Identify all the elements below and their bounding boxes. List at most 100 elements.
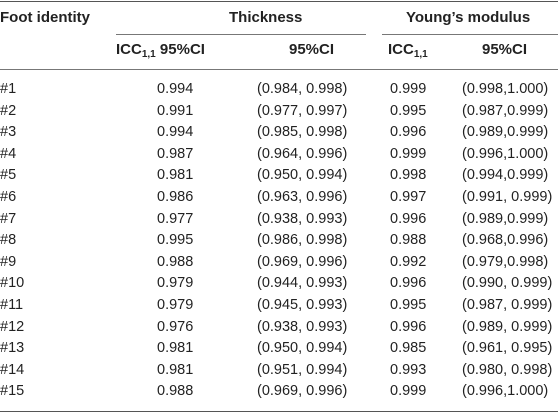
cell-thickness-ci: (0.944, 0.993) [257,275,348,292]
cell-youngs-ci: (0.987, 0.999) [462,297,553,313]
cell-thickness-ci: (0.945, 0.993) [257,297,348,313]
table-row: #1 0.994 (0.984, 0.998) 0.999 (0.998,1.000) [0,80,558,102]
table-row: #13 0.981 (0.950, 0.994) 0.985 (0.961, 0.995… [0,339,558,361]
cell-thickness-ci: (0.951, 0.994) [257,361,348,378]
cell-thickness-ci: (0.985, 0.998) [257,124,348,141]
table-row: #5 0.981 (0.950, 0.994) 0.998 (0.994,0.999) [0,166,558,188]
cell-youngs-ci: (0.996,1.000) [462,383,549,400]
cell-foot-id: #12 [0,318,25,335]
cell-thickness-icc: 0.988 [157,253,194,270]
cell-youngs-ci: (0.989, 0.999) [462,318,553,335]
cell-thickness-icc: 0.991 [157,102,194,119]
cell-youngs-icc: 0.985 [390,340,427,357]
cell-thickness-icc: 0.987 [157,145,194,162]
cell-thickness-icc: 0.976 [157,318,194,335]
cell-foot-id: #13 [0,340,25,357]
cell-thickness-icc: 0.994 [157,81,194,97]
cell-youngs-ci: (0.987,0.999) [462,102,549,119]
cell-youngs-ci: (0.989,0.999) [462,124,549,141]
cell-thickness-ci: (0.938, 0.993) [257,210,348,227]
header-foot-identity: Foot identity [0,9,90,26]
cell-thickness-icc: 0.979 [157,275,194,292]
table-row: #7 0.977 (0.938, 0.993) 0.996 (0.989,0.999) [0,210,558,232]
cell-thickness-icc: 0.994 [157,124,194,141]
cell-thickness-ci: (0.969, 0.996) [257,383,348,400]
table-row: #2 0.991 (0.977, 0.997) 0.995 (0.987,0.999) [0,102,558,124]
cell-thickness-icc: 0.995 [157,232,194,249]
table-row: #12 0.976 (0.938, 0.993) 0.996 (0.989, 0.999… [0,318,558,340]
cell-youngs-icc: 0.995 [390,102,427,119]
cell-youngs-icc: 0.996 [390,318,427,335]
header-thickness: Thickness [229,9,303,26]
youngs-group-rule [382,34,558,35]
table-row: #11 0.979 (0.945, 0.993) 0.995 (0.987, 0.999… [0,296,558,318]
cell-youngs-ci: (0.994,0.999) [462,167,549,184]
table-row: #4 0.987 (0.964, 0.996) 0.999 (0.996,1.000) [0,145,558,167]
cell-thickness-icc: 0.981 [157,340,194,357]
cell-thickness-ci: (0.963, 0.996) [257,189,348,205]
cell-foot-id: #9 [0,253,17,270]
cell-thickness-ci: (0.969, 0.996) [257,253,348,270]
cell-youngs-icc: 0.997 [390,189,427,205]
cell-foot-id: #14 [0,361,25,378]
header-thickness-ci: 95%CI [289,41,335,58]
cell-thickness-ci: (0.950, 0.994) [257,340,348,357]
cell-youngs-ci: (0.991, 0.999) [462,189,553,205]
cell-youngs-icc: 0.998 [390,167,427,184]
cell-youngs-icc: 0.996 [390,275,427,292]
table-row: #8 0.995 (0.986, 0.998) 0.988 (0.968,0.996) [0,231,558,253]
cell-thickness-icc: 0.986 [157,189,194,205]
cell-thickness-icc: 0.977 [157,210,194,227]
cell-youngs-icc: 0.999 [390,383,427,400]
cell-foot-id: #2 [0,102,17,119]
cell-thickness-icc: 0.981 [157,167,194,184]
cell-youngs-icc: 0.996 [390,124,427,141]
cell-youngs-icc: 0.992 [390,253,427,270]
top-rule [0,1,558,2]
cell-foot-id: #5 [0,167,17,184]
header-rule [0,69,558,70]
cell-youngs-icc: 0.995 [390,297,427,313]
table-row: #14 0.981 (0.951, 0.994) 0.993 (0.980, 0.998… [0,361,558,383]
header-thickness-icc: ICC1,1 95%CI [116,41,205,60]
cell-foot-id: #4 [0,145,17,162]
cell-youngs-ci: (0.961, 0.995) [462,340,553,357]
cell-youngs-ci: (0.989,0.999) [462,210,549,227]
cell-youngs-ci: (0.990, 0.999) [462,275,553,292]
table-row: #3 0.994 (0.985, 0.998) 0.996 (0.989,0.999) [0,123,558,145]
cell-thickness-icc: 0.981 [157,361,194,378]
table-row: #9 0.988 (0.969, 0.996) 0.992 (0.979,0.998) [0,253,558,275]
header-youngs-modulus: Young’s modulus [406,9,531,26]
cell-thickness-ci: (0.977, 0.997) [257,102,348,119]
cell-foot-id: #10 [0,275,25,292]
cell-foot-id: #7 [0,210,17,227]
header-youngs-icc: ICC1,1 [388,41,428,60]
cell-foot-id: #3 [0,124,17,141]
cell-thickness-icc: 0.979 [157,297,194,313]
thickness-group-rule [116,34,366,35]
cell-thickness-ci: (0.986, 0.998) [257,232,348,249]
cell-thickness-ci: (0.964, 0.996) [257,145,348,162]
cell-youngs-ci: (0.996,1.000) [462,145,549,162]
cell-youngs-ci: (0.998,1.000) [462,81,549,97]
cell-youngs-icc: 0.993 [390,361,427,378]
bottom-rule [0,411,558,412]
cell-thickness-icc: 0.988 [157,383,194,400]
cell-youngs-icc: 0.996 [390,210,427,227]
cell-youngs-icc: 0.999 [390,145,427,162]
cell-thickness-ci: (0.984, 0.998) [257,81,348,97]
cell-foot-id: #1 [0,81,17,97]
cell-youngs-icc: 0.999 [390,81,427,97]
cell-foot-id: #11 [0,297,24,313]
cell-youngs-ci: (0.979,0.998) [462,253,549,270]
table-row: #10 0.979 (0.944, 0.993) 0.996 (0.990, 0.999… [0,274,558,296]
cell-youngs-icc: 0.988 [390,232,427,249]
header-youngs-ci: 95%CI [482,41,528,58]
cell-thickness-ci: (0.950, 0.994) [257,167,348,184]
cell-foot-id: #6 [0,189,17,205]
table-row: #15 0.988 (0.969, 0.996) 0.999 (0.996,1.000) [0,382,558,404]
cell-youngs-ci: (0.980, 0.998) [462,361,553,378]
table-row: #6 0.986 (0.963, 0.996) 0.997 (0.991, 0.999) [0,188,558,210]
cell-thickness-ci: (0.938, 0.993) [257,318,348,335]
